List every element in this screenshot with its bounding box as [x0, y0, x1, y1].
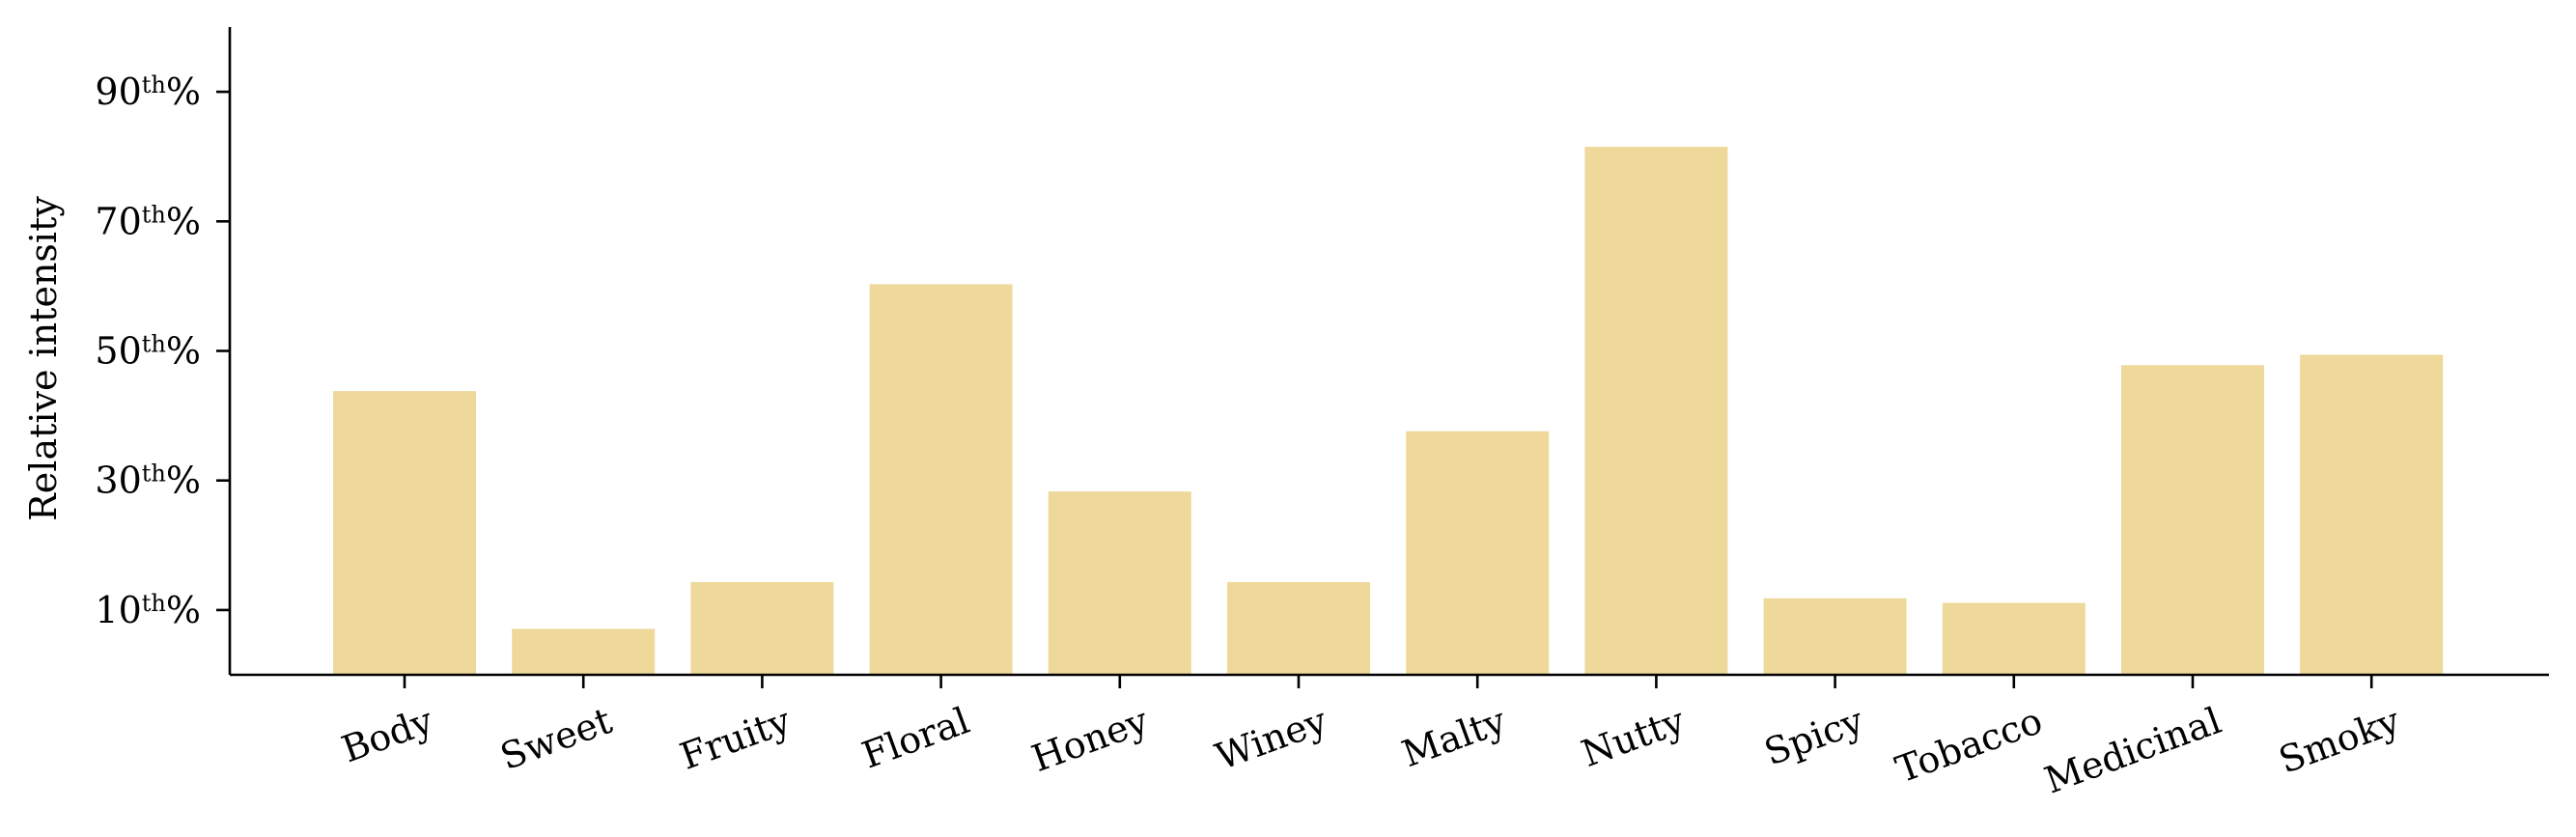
x-tick-label-floral: Floral	[856, 699, 975, 776]
bar-body	[333, 391, 476, 675]
y-tick-label-30: 30th%	[95, 460, 201, 502]
x-tick-label-spicy: Spicy	[1759, 699, 1869, 774]
bar-tobacco	[1943, 603, 2086, 676]
x-axis-ticks: Body Sweet Fruity Floral Honey Winey Malty Nutt…	[336, 675, 2406, 802]
x-tick-label-sweet: Sweet	[495, 699, 618, 778]
x-tick-label-honey: Honey	[1026, 699, 1154, 780]
bar-floral	[870, 284, 1013, 675]
x-tick-label-malty: Malty	[1396, 699, 1511, 775]
x-tick-label-fruity: Fruity	[675, 699, 797, 778]
x-tick-label-medicinal: Medicinal	[2039, 699, 2226, 802]
y-tick-label-50: 50th%	[95, 330, 201, 373]
x-tick-label-body: Body	[336, 699, 438, 771]
bar-fruity	[690, 582, 833, 675]
bar-malty	[1406, 432, 1549, 675]
x-tick-label-smoky: Smoky	[2274, 699, 2406, 782]
y-tick-label-10: 10th%	[95, 589, 201, 631]
y-axis-label: Relative intensity	[22, 196, 65, 521]
bar-honey	[1049, 491, 1191, 675]
bars-group	[333, 147, 2443, 675]
y-tick-label-90: 90th%	[95, 70, 201, 113]
y-tick-label-70: 70th%	[95, 200, 201, 242]
bar-smoky	[2300, 355, 2443, 676]
y-axis-ticks: 10th% 30th% 50th% 70th% 90th%	[95, 70, 230, 631]
x-tick-label-winey: Winey	[1210, 699, 1332, 778]
bar-winey	[1227, 582, 1370, 675]
bar-spicy	[1764, 599, 1907, 675]
bar-nutty	[1584, 147, 1727, 675]
x-tick-label-nutty: Nutty	[1576, 699, 1691, 775]
bar-medicinal	[2121, 365, 2264, 675]
bar-sweet	[512, 628, 655, 675]
x-tick-label-tobacco: Tobacco	[1890, 699, 2048, 791]
